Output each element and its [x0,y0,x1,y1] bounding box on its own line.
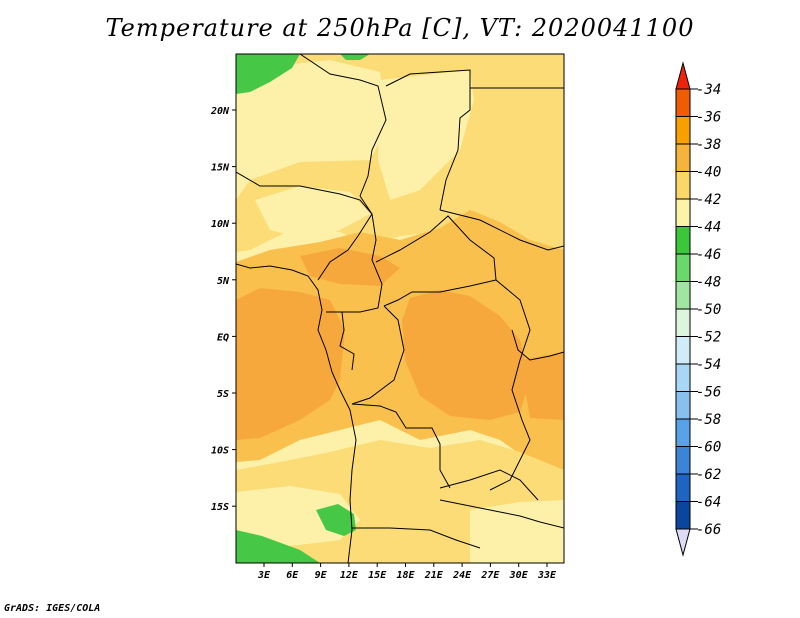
field-band-minus42-southeast [470,500,564,563]
field-band-minus42-sahara [236,60,386,200]
colorbar-label: -62 [696,467,721,483]
colorbar-label: -52 [696,330,721,346]
colorbar-segment [675,473,691,502]
temperature-field [236,54,564,563]
field-band-minus36-west [236,288,345,440]
lat-tick-label: EQ [217,332,229,343]
lat-tick-label: 15S [211,502,229,513]
lon-tick-label: 21E [424,570,444,581]
field-band-minus42-nigeria [255,186,370,238]
lon-tick-label: 24E [452,570,472,581]
colorbar-label: -46 [696,247,721,263]
map-frame [235,53,565,564]
field-band-minus44-southwest [236,530,320,563]
colorbar-label: -58 [696,412,721,428]
colorbar-label: -42 [696,192,721,208]
lon-tick-label: 27E [480,570,500,581]
border-angola-north [351,403,451,489]
lat-tick-label: 15N [211,163,230,174]
field-band-minus44-angola [316,504,356,536]
coastline-west-africa [236,263,357,563]
field-band-minus36-east [520,352,564,420]
colorbar-label: -50 [696,302,721,318]
colorbar-segment [675,143,691,172]
border-gabon [326,311,355,371]
lon-tick-label: 30E [509,570,529,581]
colorbar-top-arrow [675,61,691,90]
colorbar: -34 -36 -38 -40 -42 -44 -46 -48 -50 -52 -54 -56 -58 -… [675,61,721,557]
lat-axis: 20N 15N 10N 5N EQ 5S 10S 15S [210,106,236,513]
colorbar-segment [675,308,691,337]
colorbar-segment [675,281,691,310]
lon-tick-label: 6E [286,570,299,581]
border-drc-east [489,279,531,491]
colorbar-segment [675,198,691,227]
grads-credit: GrADS: IGES/COLA [4,603,101,614]
field-band-minus42-central-north [378,70,474,200]
colorbar-segment [675,446,691,475]
lat-tick-label: 10N [211,219,230,230]
country-borders [236,54,564,563]
colorbar-segment [675,226,691,255]
border-zambia-south [439,499,564,529]
colorbar-segment [675,418,691,447]
border-car [375,215,497,307]
colorbar-label: -56 [696,385,721,401]
lon-axis: 3E 6E 9E 12E 15E 18E 21E 24E 27E 30E 33E [257,563,557,581]
map-title: Temperature at 250hPa [C], VT: 202004110… [105,14,695,42]
colorbar-label: -64 [696,495,721,511]
lon-tick-label: 9E [315,570,328,581]
lon-tick-label: 12E [340,570,359,581]
field-band-minus36-center [402,290,530,420]
colorbar-label: -66 [696,522,721,538]
field-band-minus36-north [300,248,400,286]
colorbar-label: -36 [696,110,721,126]
colorbar-segment [675,116,691,145]
lon-tick-label: 33E [537,570,557,581]
border-namibia [352,527,481,549]
colorbar-segment [675,363,691,392]
border-angola-zambia [439,469,539,501]
border-south-sudan [439,209,564,251]
colorbar-segment [675,336,691,365]
colorbar-segment [675,391,691,420]
border-chad-sudan [385,69,471,211]
border-east-lakes [511,329,564,361]
border-congo-drc [351,305,405,405]
colorbar-label: -34 [696,82,721,98]
colorbar-segment [675,253,691,282]
lon-tick-label: 3E [257,570,271,581]
colorbar-label: -40 [696,165,721,181]
lat-tick-label: 5N [217,276,230,287]
lon-tick-label: 15E [368,570,387,581]
border-cameroon [340,195,383,313]
colorbar-label: -60 [696,440,721,456]
colorbar-label: -48 [696,275,721,291]
field-band-minus44-north-patch [340,54,370,60]
field-band-minus44-northwest [236,54,300,94]
colorbar-label: -44 [696,220,721,236]
colorbar-segment [675,88,691,117]
lat-tick-label: 5S [217,389,229,400]
lon-tick-label: 18E [396,570,415,581]
lat-tick-label: 20N [210,106,230,117]
colorbar-label: -38 [696,137,721,153]
lat-tick-label: 10S [211,446,229,457]
border-nigeria [236,171,373,281]
colorbar-segment [675,171,691,200]
colorbar-bottom-arrow [675,528,691,557]
colorbar-segment [675,501,691,530]
colorbar-label: -54 [696,357,721,373]
border-niger-chad [299,54,387,197]
